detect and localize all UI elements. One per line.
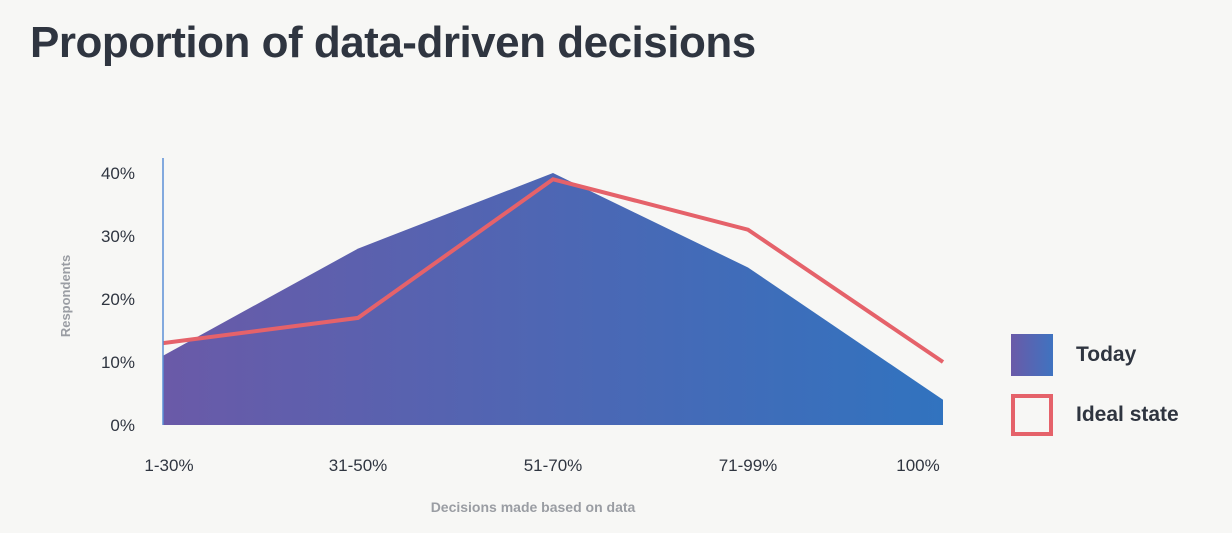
ideal-line-layer bbox=[162, 177, 945, 364]
today-area bbox=[163, 173, 943, 425]
x-axis-title: Decisions made based on data bbox=[431, 499, 636, 515]
x-tick-label: 1-30% bbox=[144, 456, 193, 475]
x-tick-label: 51-70% bbox=[524, 456, 583, 475]
legend-item-today: Today bbox=[1011, 334, 1136, 376]
ideal-state-label: Ideal state bbox=[1076, 403, 1179, 426]
ideal-state-line bbox=[162, 177, 945, 364]
y-tick-label: 20% bbox=[101, 290, 135, 309]
x-tick-label: 71-99% bbox=[719, 456, 778, 475]
y-axis-title: Respondents bbox=[58, 255, 73, 337]
today-label: Today bbox=[1076, 343, 1137, 366]
chart-title: Proportion of data-driven decisions bbox=[30, 18, 756, 67]
today-area-layer bbox=[163, 173, 943, 425]
label-layer: 0% 10% 20% 30% 40% 1-30% 31-50% 51-70% 71-99% 100… bbox=[58, 164, 940, 515]
legend-item-ideal-state: Ideal state bbox=[1011, 394, 1179, 436]
legend: Today Ideal state bbox=[1011, 334, 1211, 444]
x-tick-label: 31-50% bbox=[329, 456, 388, 475]
x-tick-label: 100% bbox=[896, 456, 939, 475]
ideal-state-swatch bbox=[1011, 394, 1053, 436]
y-tick-label: 0% bbox=[110, 416, 135, 435]
y-tick-label: 10% bbox=[101, 353, 135, 372]
today-swatch bbox=[1011, 334, 1053, 376]
y-tick-label: 30% bbox=[101, 227, 135, 246]
y-tick-label: 40% bbox=[101, 164, 135, 183]
